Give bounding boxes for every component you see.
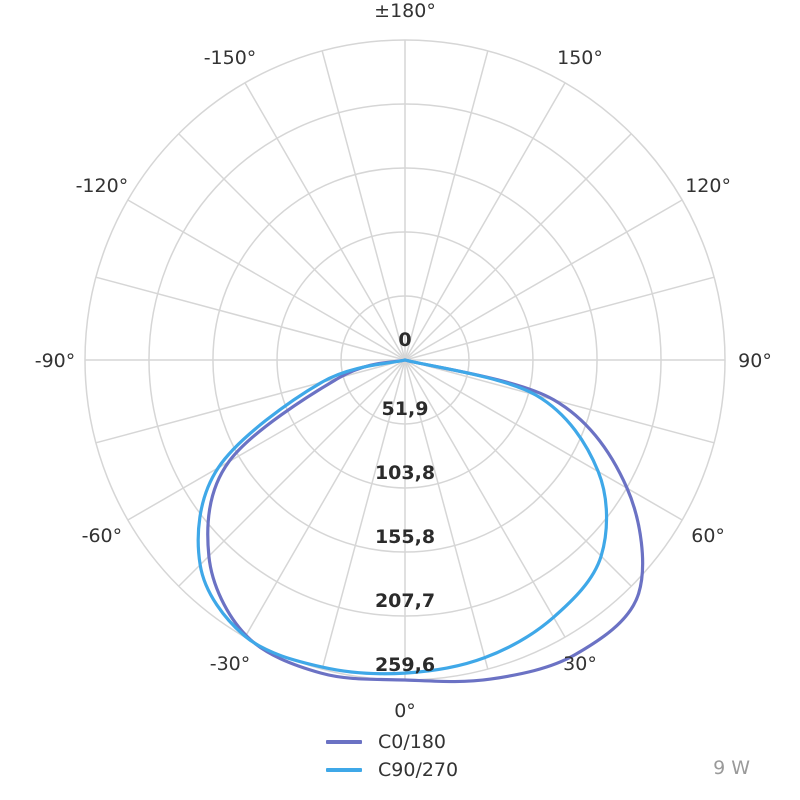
grid-spoke: [244, 82, 406, 361]
angle-label: ±180°: [374, 0, 436, 22]
grid-spoke: [404, 50, 489, 361]
grid-spoke: [404, 359, 566, 638]
grid-spoke: [127, 359, 406, 521]
angle-label: -150°: [204, 47, 257, 69]
grid-spoke: [404, 276, 715, 361]
legend-item-c90-270: C90/270: [326, 756, 458, 784]
ring-label: 51,9: [382, 398, 429, 420]
grid-spoke: [95, 359, 406, 444]
ring-labels: 0 51,9 103,8 155,8 207,7 259,6: [375, 329, 435, 676]
grid-spoke: [404, 359, 489, 670]
angle-label: -90°: [35, 350, 76, 372]
grid-spoke: [404, 359, 715, 444]
angle-label: -30°: [210, 653, 251, 675]
angle-label: 120°: [685, 175, 731, 197]
ring-label: 259,6: [375, 654, 435, 676]
angle-label: 0°: [394, 700, 416, 722]
ring-label: 207,7: [375, 590, 435, 612]
angle-label: -60°: [82, 525, 123, 547]
angle-label: -120°: [76, 175, 129, 197]
legend-swatch-c0-180: [326, 740, 362, 744]
grid-spoke: [404, 359, 632, 587]
angle-label: 30°: [563, 653, 597, 675]
ring-label: 155,8: [375, 526, 435, 548]
ring-label: 0: [398, 329, 411, 351]
angle-label: 150°: [557, 47, 603, 69]
grid-spoke: [244, 359, 406, 638]
grid-spoke: [127, 199, 406, 361]
grid-spoke: [404, 359, 683, 521]
angle-labels: ±180° 150° 120° 90° 60° 30° 0° -30° -60° -90° -120…: [35, 0, 772, 722]
grid-spoke: [404, 82, 566, 361]
legend-item-c0-180: C0/180: [326, 728, 458, 756]
polar-curves: [196, 358, 645, 684]
grid-spoke: [404, 133, 632, 361]
angle-label: 60°: [691, 525, 725, 547]
grid-spoke: [95, 276, 406, 361]
grid-spoke: [178, 133, 406, 361]
grid-spoke: [404, 199, 683, 361]
grid-spoke: [178, 359, 406, 587]
polar-grid: [84, 39, 726, 681]
legend-swatch-c90-270: [326, 768, 362, 772]
grid-spoke: [321, 50, 406, 361]
legend-label-c0-180: C0/180: [378, 731, 447, 753]
legend: C0/180 C90/270: [326, 728, 458, 784]
power-label: 9 W: [713, 757, 750, 779]
series-curve-c90-270: [196, 358, 609, 676]
legend-label-c90-270: C90/270: [378, 759, 459, 781]
angle-label: 90°: [738, 350, 772, 372]
series-curve-c0-180: [206, 358, 645, 684]
grid-spoke: [321, 359, 406, 670]
ring-label: 103,8: [375, 462, 435, 484]
